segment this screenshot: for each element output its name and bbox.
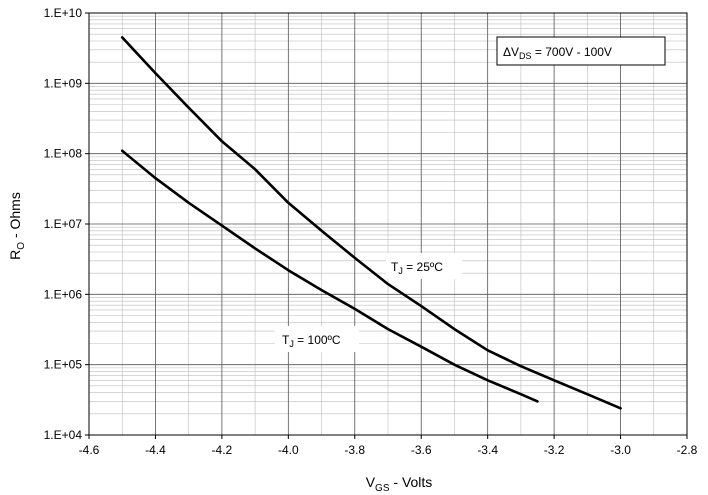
y-axis: 1.E+04 1.E+05 1.E+06 1.E+07 1.E+08 1.E+09 1.E+… xyxy=(44,6,89,442)
x-tick-label: -2.8 xyxy=(677,443,698,457)
x-tick-label: -3.4 xyxy=(477,443,498,457)
y-tick-label: 1.E+06 xyxy=(44,287,83,301)
minor-gridlines xyxy=(89,13,687,435)
y-tick-label: 1.E+10 xyxy=(44,6,83,20)
y-tick-label: 1.E+04 xyxy=(44,428,83,442)
x-tick-label: -3.6 xyxy=(411,443,432,457)
x-tick-label: -3.2 xyxy=(544,443,565,457)
svg-text:TJ = 100ºC: TJ = 100ºC xyxy=(282,333,341,349)
x-tick-label: -4.4 xyxy=(145,443,166,457)
legend-text: ΔVDS = 700V - 100V xyxy=(503,45,612,61)
svg-text:TJ = 25ºC: TJ = 25ºC xyxy=(391,260,443,276)
series-line-tj-100 xyxy=(120,149,539,403)
series-lines xyxy=(120,36,622,410)
legend-box: ΔVDS = 700V - 100V xyxy=(496,36,666,66)
series-line-tj-25 xyxy=(120,36,622,410)
y-tick-label: 1.E+07 xyxy=(44,217,83,231)
series-label-tj-25: TJ = 25ºC xyxy=(386,253,462,279)
y-axis-title: RO - Ohms xyxy=(7,192,27,260)
y-tick-label: 1.E+09 xyxy=(44,76,83,90)
x-tick-label: -3.8 xyxy=(344,443,365,457)
x-tick-label: -4.2 xyxy=(212,443,233,457)
x-tick-label: -4.0 xyxy=(278,443,299,457)
y-tick-label: 1.E+08 xyxy=(44,147,83,161)
x-axis-title: VGS - Volts xyxy=(366,474,433,494)
x-axis: -4.6 -4.4 -4.2 -4.0 -3.8 -3.6 -3.4 -3.2 -3.0 -2.8 xyxy=(79,435,698,457)
x-tick-label: -4.6 xyxy=(79,443,100,457)
x-tick-label: -3.0 xyxy=(610,443,631,457)
series-label-tj-100: TJ = 100ºC xyxy=(275,326,359,352)
y-tick-label: 1.E+05 xyxy=(44,358,83,372)
